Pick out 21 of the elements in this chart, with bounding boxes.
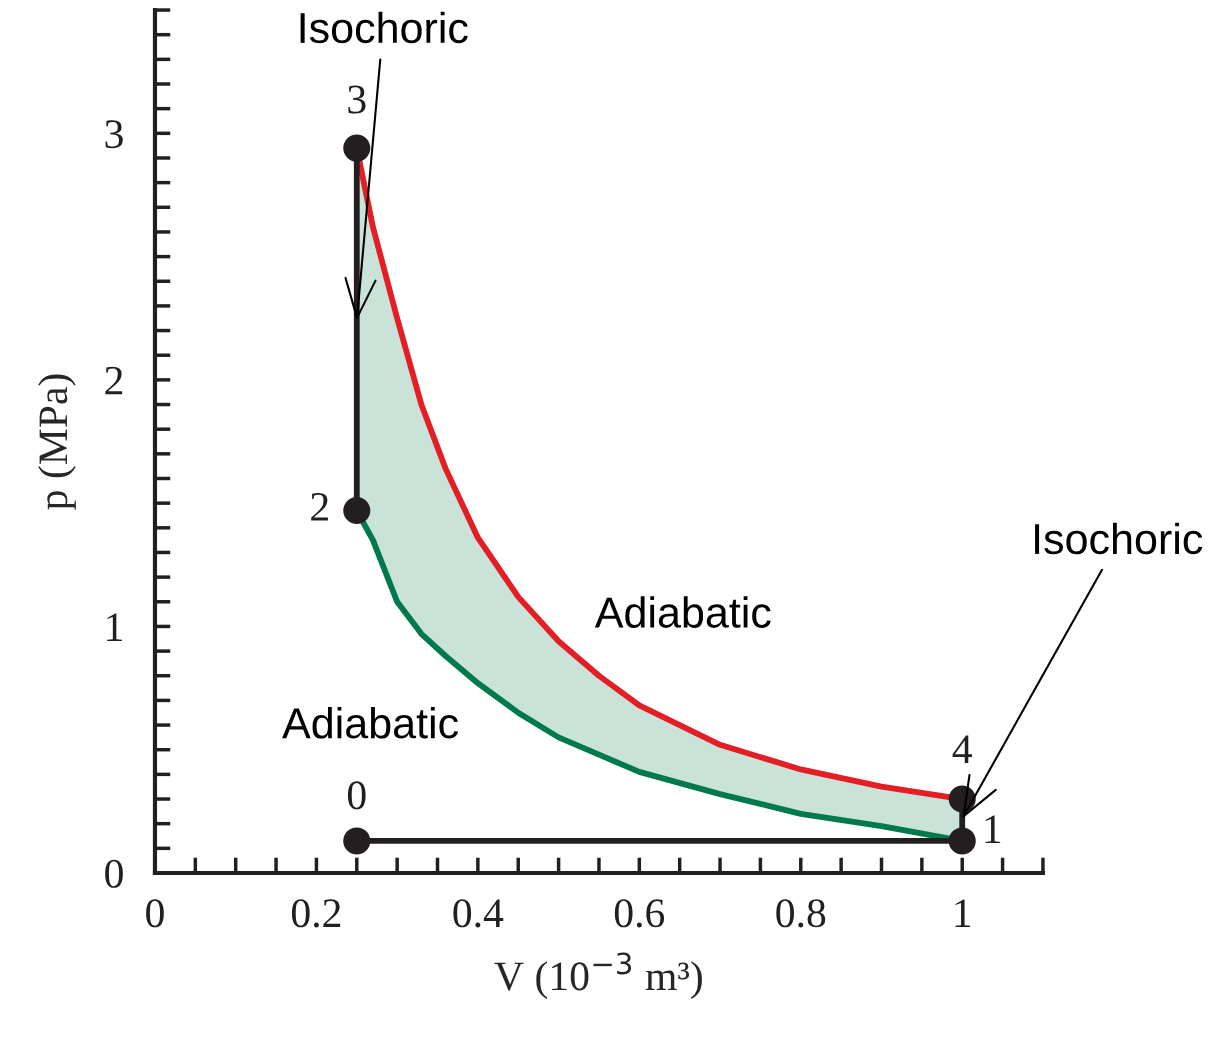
annotation: Adiabatic <box>594 596 771 628</box>
x-tick-label: 1 <box>955 899 971 927</box>
annotation: 1 <box>985 815 1001 843</box>
annotation: 4 <box>952 735 972 764</box>
y-tick-label: 3 <box>105 120 123 149</box>
x-tick-label: 0.2 <box>291 899 341 928</box>
annotation: Isochoric <box>300 11 468 44</box>
annotation: Isochoric <box>1035 522 1203 555</box>
y-tick-label: 1 <box>107 613 122 641</box>
y-tick-label: 0 <box>105 859 123 888</box>
annotation: 0 <box>347 781 366 810</box>
y-tick-label: 2 <box>105 366 123 395</box>
annotation: 2 <box>311 492 328 521</box>
x-tick-label: 0.8 <box>776 899 826 928</box>
annotation: Adiabatic <box>282 706 459 739</box>
x-tick-label: 0.6 <box>614 899 665 928</box>
x-tick-label: 0.4 <box>453 899 504 928</box>
y-axis-title: p (MPa) <box>38 374 76 510</box>
annotation: 3 <box>348 85 366 114</box>
x-axis-title: V (10$^{−3}$ m³) <box>494 952 702 999</box>
x-tick-label: 0 <box>146 899 164 928</box>
